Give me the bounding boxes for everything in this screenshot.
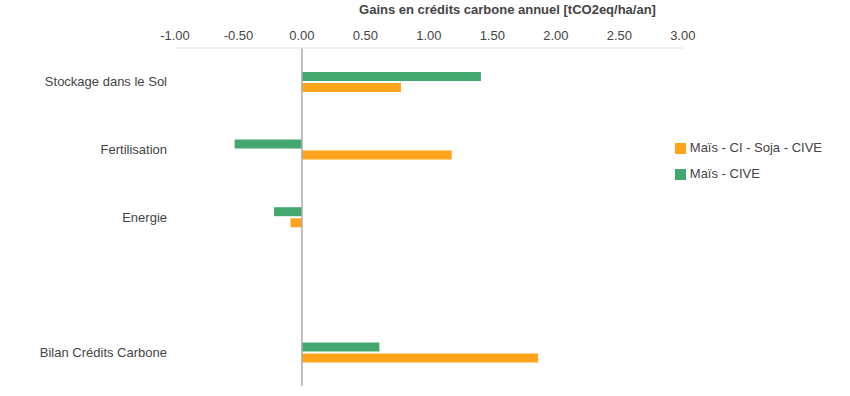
svg-text:Energie: Energie — [122, 210, 167, 225]
html-text:Maïs - CI - Soja - CIVE: Maïs - CI - Soja - CIVE — [689, 140, 822, 155]
svg-text:3.00: 3.00 — [670, 28, 695, 43]
html-text:Gains en crédits carbone annue: Gains en crédits carbone annuel [tCO2eq/… — [359, 2, 656, 17]
svg-text:-0.50: -0.50 — [224, 28, 254, 43]
svg-text:2.50: 2.50 — [607, 28, 632, 43]
svg-text:2.00: 2.00 — [543, 28, 568, 43]
svg-text:1.00: 1.00 — [416, 28, 441, 43]
svg-text:1.50: 1.50 — [480, 28, 505, 43]
svg-text:0.50: 0.50 — [353, 28, 378, 43]
svg-text:Fertilisation: Fertilisation — [101, 142, 167, 157]
html-text:Maïs - CIVE: Maïs - CIVE — [689, 166, 760, 181]
svg-text:-1.00: -1.00 — [160, 28, 190, 43]
svg-text:Stockage dans le Sol: Stockage dans le Sol — [45, 74, 167, 89]
svg-text:Bilan Crédits Carbone: Bilan Crédits Carbone — [40, 345, 167, 360]
svg-text:0.00: 0.00 — [289, 28, 314, 43]
